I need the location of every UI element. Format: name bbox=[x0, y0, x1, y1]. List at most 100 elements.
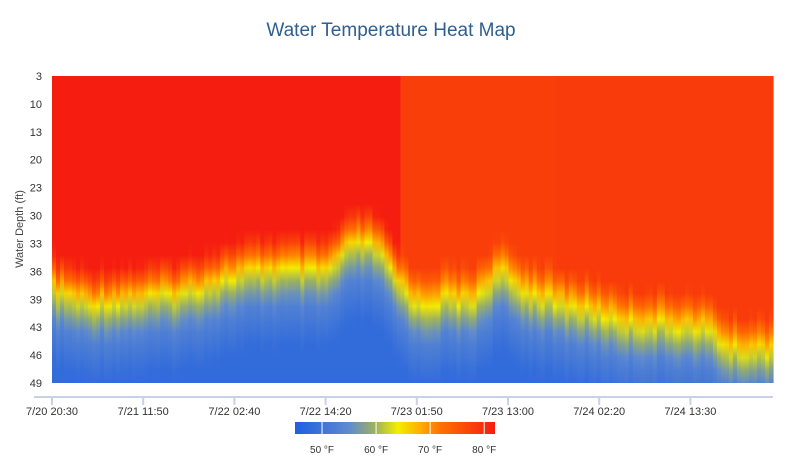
heatmap-cell bbox=[268, 76, 273, 383]
heatmap-cell bbox=[412, 76, 418, 383]
heatmap-cell bbox=[560, 76, 566, 383]
heatmap-cell bbox=[684, 76, 690, 383]
heatmap-cell bbox=[312, 76, 317, 383]
heatmap-cell bbox=[236, 76, 241, 383]
heatmap-cell bbox=[172, 76, 177, 383]
heatmap-cell bbox=[120, 76, 125, 383]
heatmap-cell bbox=[700, 76, 706, 383]
heatmap-cell bbox=[664, 76, 670, 383]
x-axis: 7/20 20:30 7/21 11:50 7/22 02:40 7/22 14:20… bbox=[26, 396, 773, 418]
heatmap-cell bbox=[244, 76, 249, 383]
heatmap-cell bbox=[400, 76, 406, 383]
heatmap-cell bbox=[292, 76, 297, 383]
heatmap-cell bbox=[112, 76, 117, 383]
heatmap-cell bbox=[248, 76, 253, 383]
heatmap-cell bbox=[356, 76, 362, 383]
heatmap-cell bbox=[484, 76, 490, 383]
heatmap-cell bbox=[668, 76, 674, 383]
heatmap-cell bbox=[760, 76, 766, 383]
y-axis: 3 10 13 20 23 30 33 36 39 43 46 49 bbox=[30, 71, 42, 390]
heatmap-cell bbox=[696, 76, 702, 383]
heatmap-cell bbox=[624, 76, 630, 383]
heatmap-cell bbox=[520, 76, 526, 383]
heatmap-cell bbox=[748, 76, 754, 383]
heatmap-cell bbox=[164, 76, 169, 383]
heatmap-cell bbox=[464, 76, 470, 383]
heatmap-cell bbox=[408, 76, 414, 383]
heatmap-cell bbox=[740, 76, 746, 383]
heatmap-cell bbox=[80, 76, 85, 383]
heatmap-cell bbox=[716, 76, 722, 383]
heatmap-cell bbox=[500, 76, 506, 383]
heatmap-cell bbox=[64, 76, 69, 383]
heatmap-cell bbox=[224, 76, 229, 383]
heatmap-cell bbox=[596, 76, 602, 383]
x-tick-label: 7/23 01:50 bbox=[391, 406, 443, 418]
chart-title: Water Temperature Heat Map bbox=[266, 20, 515, 41]
heatmap-cell bbox=[452, 76, 458, 383]
heatmap-cell bbox=[144, 76, 149, 383]
heatmap-cell bbox=[124, 76, 129, 383]
heatmap-cell bbox=[332, 76, 337, 383]
heatmap-cell bbox=[208, 76, 213, 383]
heatmap-cell bbox=[368, 76, 374, 383]
heatmap-cell bbox=[492, 76, 498, 383]
heatmap-cell bbox=[188, 76, 193, 383]
heatmap-cell bbox=[468, 76, 474, 383]
heatmap-cell bbox=[512, 76, 518, 383]
heatmap-cell bbox=[416, 76, 422, 383]
heatmap-cell bbox=[476, 76, 482, 383]
heatmap-cell bbox=[160, 76, 165, 383]
y-tick-label: 43 bbox=[30, 322, 42, 334]
heatmap-cell bbox=[448, 76, 454, 383]
heatmap-cell bbox=[84, 76, 89, 383]
x-tick-label: 7/20 20:30 bbox=[26, 406, 78, 418]
heatmap-cell bbox=[592, 76, 598, 383]
heatmap-cell bbox=[380, 76, 386, 383]
heatmap-cell bbox=[284, 76, 289, 383]
heatmap-cell bbox=[480, 76, 486, 383]
heatmap-cell bbox=[204, 76, 209, 383]
y-tick-label: 30 bbox=[30, 211, 42, 223]
heatmap-cell bbox=[524, 76, 530, 383]
heatmap-cell bbox=[352, 76, 358, 383]
heatmap-cell bbox=[580, 76, 586, 383]
heatmap-cell bbox=[680, 76, 686, 383]
heatmap-cell bbox=[488, 76, 494, 383]
heatmap-cell bbox=[280, 76, 285, 383]
heatmap-cell bbox=[472, 76, 478, 383]
y-axis-title: Water Depth (ft) bbox=[14, 190, 26, 268]
heatmap-cell bbox=[196, 76, 201, 383]
heatmap-cell bbox=[100, 76, 105, 383]
heatmap-cell bbox=[724, 76, 730, 383]
heatmap-cell bbox=[676, 76, 682, 383]
heatmap-cell bbox=[276, 76, 281, 383]
heatmap-cell bbox=[392, 76, 398, 383]
heatmap-cell bbox=[536, 76, 542, 383]
heatmap-cell bbox=[372, 76, 378, 383]
x-tick-label: 7/24 02:20 bbox=[573, 406, 625, 418]
heatmap-cell bbox=[60, 76, 65, 383]
x-tick-label: 7/24 13:30 bbox=[664, 406, 716, 418]
heatmap-cell bbox=[712, 76, 718, 383]
heatmap-cell bbox=[704, 76, 710, 383]
heatmap-cell bbox=[612, 76, 618, 383]
heatmap-cell bbox=[608, 76, 614, 383]
x-tick-label: 7/22 14:20 bbox=[300, 406, 352, 418]
heatmap-cell bbox=[516, 76, 522, 383]
heatmap-cell bbox=[692, 76, 698, 383]
y-tick-label: 3 bbox=[36, 71, 42, 83]
heatmap-cell bbox=[616, 76, 622, 383]
heatmap-cell bbox=[260, 76, 265, 383]
heatmap-cell bbox=[456, 76, 462, 383]
heatmap-cell bbox=[564, 76, 570, 383]
heatmap-cell bbox=[600, 76, 606, 383]
heatmap-cell bbox=[272, 76, 277, 383]
y-tick-label: 33 bbox=[30, 238, 42, 250]
heatmap-cell bbox=[212, 76, 217, 383]
heatmap-cell bbox=[376, 76, 382, 383]
heatmap-cell bbox=[404, 76, 410, 383]
heatmap-cell bbox=[104, 76, 109, 383]
heatmap-cell bbox=[300, 76, 305, 383]
